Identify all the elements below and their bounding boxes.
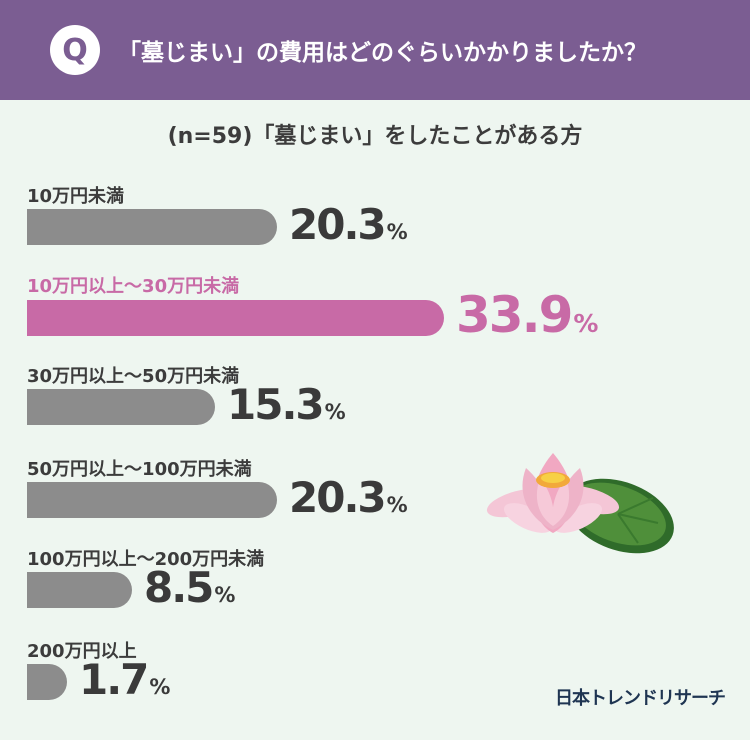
value-label: 20.3% <box>289 477 408 519</box>
brand-logo: 日本トレンドリサーチ <box>555 688 726 709</box>
value-label: 33.9% <box>456 290 598 340</box>
chart-subtitle: (n=59)「墓じまい」をしたことがある方 <box>167 124 583 149</box>
bar <box>27 389 215 425</box>
value-label: 8.5% <box>144 567 235 609</box>
percent-unit: % <box>386 493 408 517</box>
value-number: 8.5 <box>144 563 214 612</box>
percent-unit: % <box>386 220 408 244</box>
value-number: 20.3 <box>289 200 387 249</box>
percent-unit: % <box>573 309 599 338</box>
bar <box>27 572 132 608</box>
question-badge: Q <box>50 25 100 75</box>
header-banner: Q 「墓じまい」の費用はどのぐらいかかりましたか？ <box>0 0 750 100</box>
lotus-flower-icon <box>486 453 674 554</box>
category-label: 50万円以上〜100万円未満 <box>27 459 252 480</box>
value-number: 1.7 <box>79 655 149 704</box>
category-label: 30万円以上〜50万円未満 <box>27 366 240 387</box>
value-number: 33.9 <box>456 286 573 344</box>
bar <box>27 664 67 700</box>
category-label: 10万円未満 <box>27 186 125 207</box>
value-number: 15.3 <box>227 380 325 429</box>
percent-unit: % <box>324 400 346 424</box>
bar <box>27 209 277 245</box>
percent-unit: % <box>149 675 171 699</box>
category-label: 200万円以上 <box>27 641 137 662</box>
question-title: 「墓じまい」の費用はどのぐらいかかりましたか？ <box>118 40 647 66</box>
category-label: 100万円以上〜200万円未満 <box>27 549 265 570</box>
value-label: 1.7% <box>79 659 170 701</box>
value-label: 15.3% <box>227 384 346 426</box>
category-label: 10万円以上〜30万円未満 <box>27 276 240 297</box>
percent-unit: % <box>214 583 236 607</box>
bar <box>27 482 277 518</box>
value-label: 20.3% <box>289 204 408 246</box>
bar <box>27 300 444 336</box>
value-number: 20.3 <box>289 473 387 522</box>
